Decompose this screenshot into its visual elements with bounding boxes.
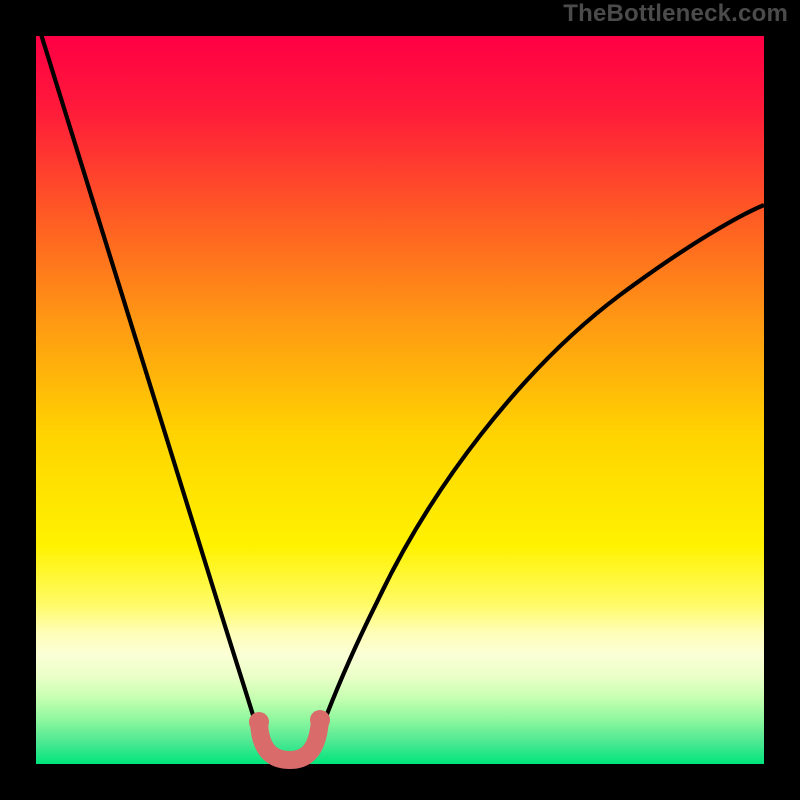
watermark-text: TheBottleneck.com	[563, 0, 788, 28]
chart-svg	[0, 0, 800, 800]
valley-knob	[310, 710, 330, 730]
valley-knob	[249, 712, 269, 732]
stage: TheBottleneck.com	[0, 0, 800, 800]
plot-background	[36, 36, 764, 764]
